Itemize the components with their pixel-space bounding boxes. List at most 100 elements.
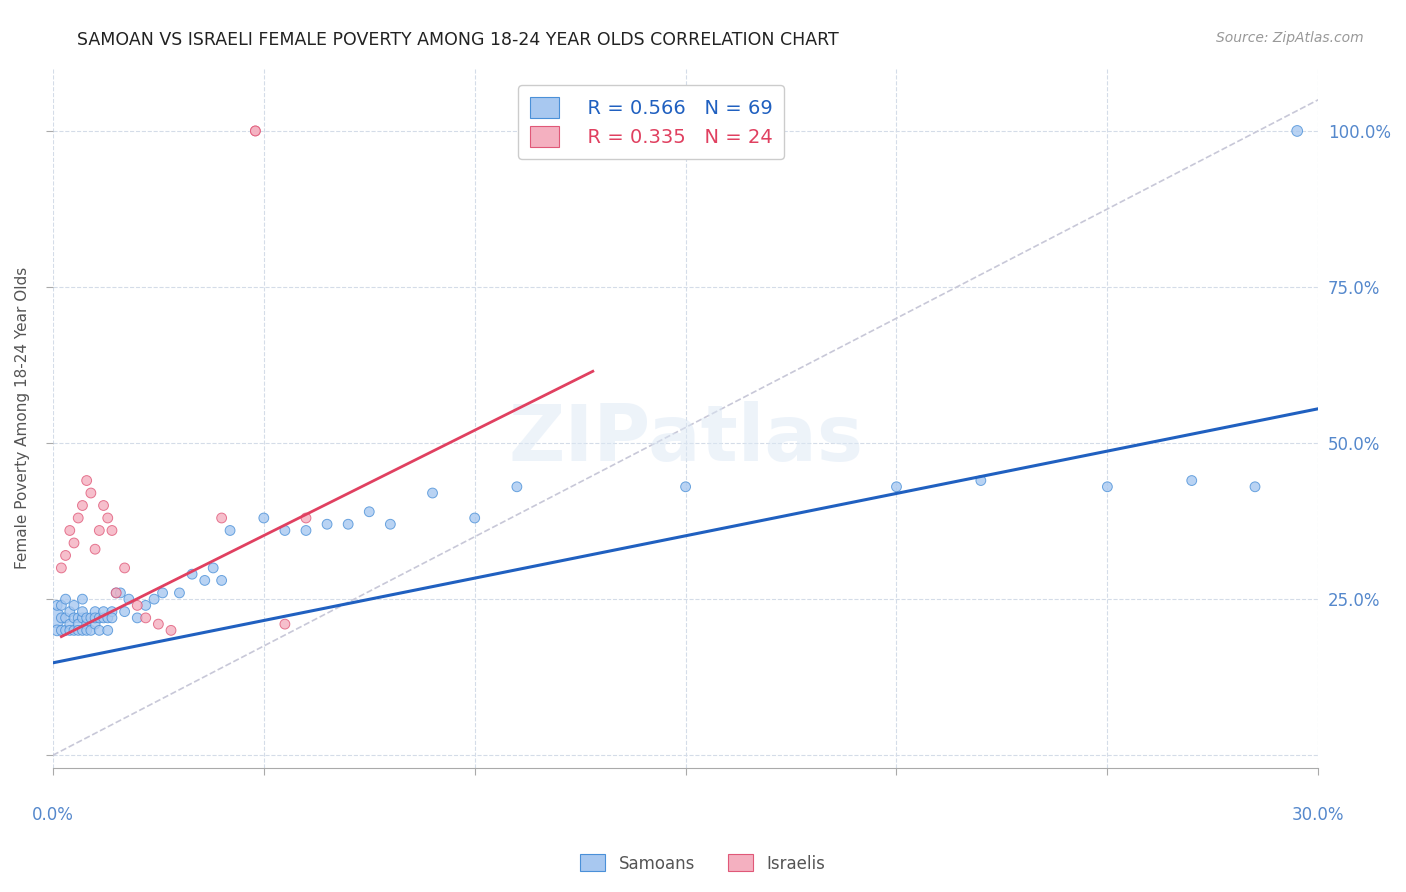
- Point: [675, 480, 697, 494]
- Point: [76, 611, 98, 625]
- Point: [93, 605, 115, 619]
- Point: [114, 605, 136, 619]
- Text: Source: ZipAtlas.com: Source: ZipAtlas.com: [1216, 31, 1364, 45]
- Point: [1244, 480, 1267, 494]
- Point: [169, 586, 191, 600]
- Point: [506, 480, 529, 494]
- Point: [59, 524, 82, 538]
- Point: [51, 561, 73, 575]
- Point: [274, 524, 297, 538]
- Point: [63, 624, 86, 638]
- Point: [211, 574, 233, 588]
- Point: [380, 517, 402, 532]
- Point: [72, 624, 94, 638]
- Point: [97, 624, 120, 638]
- Point: [114, 561, 136, 575]
- Text: 30.0%: 30.0%: [1292, 806, 1344, 824]
- Point: [63, 536, 86, 550]
- Point: [93, 611, 115, 625]
- Point: [359, 505, 381, 519]
- Point: [84, 542, 107, 557]
- Text: 0.0%: 0.0%: [32, 806, 75, 824]
- Point: [44, 611, 66, 625]
- Point: [295, 524, 318, 538]
- Point: [181, 567, 204, 582]
- Point: [135, 599, 157, 613]
- Point: [59, 624, 82, 638]
- Point: [89, 624, 111, 638]
- Point: [67, 611, 90, 625]
- Legend:   R = 0.566   N = 69,   R = 0.335   N = 24: R = 0.566 N = 69, R = 0.335 N = 24: [519, 86, 785, 159]
- Point: [80, 486, 103, 500]
- Point: [970, 474, 993, 488]
- Point: [89, 524, 111, 538]
- Point: [1181, 474, 1204, 488]
- Point: [245, 124, 267, 138]
- Point: [194, 574, 217, 588]
- Point: [105, 586, 128, 600]
- Point: [253, 511, 276, 525]
- Point: [105, 586, 128, 600]
- Point: [245, 124, 267, 138]
- Point: [316, 517, 339, 532]
- Point: [72, 499, 94, 513]
- Point: [143, 592, 166, 607]
- Point: [46, 624, 69, 638]
- Point: [84, 611, 107, 625]
- Point: [46, 599, 69, 613]
- Point: [55, 624, 77, 638]
- Point: [72, 592, 94, 607]
- Point: [337, 517, 360, 532]
- Point: [886, 480, 908, 494]
- Point: [101, 524, 124, 538]
- Point: [152, 586, 174, 600]
- Point: [101, 605, 124, 619]
- Point: [93, 499, 115, 513]
- Point: [63, 599, 86, 613]
- Legend: Samoans, Israelis: Samoans, Israelis: [574, 847, 832, 880]
- Point: [72, 611, 94, 625]
- Point: [211, 511, 233, 525]
- Point: [55, 592, 77, 607]
- Point: [464, 511, 486, 525]
- Y-axis label: Female Poverty Among 18-24 Year Olds: Female Poverty Among 18-24 Year Olds: [15, 267, 30, 569]
- Point: [274, 617, 297, 632]
- Point: [1286, 124, 1309, 138]
- Point: [76, 474, 98, 488]
- Point: [295, 511, 318, 525]
- Text: ZIPatlas: ZIPatlas: [508, 401, 863, 477]
- Point: [127, 599, 149, 613]
- Point: [55, 611, 77, 625]
- Point: [76, 617, 98, 632]
- Point: [67, 624, 90, 638]
- Point: [59, 617, 82, 632]
- Point: [97, 511, 120, 525]
- Point: [80, 611, 103, 625]
- Point: [67, 617, 90, 632]
- Point: [51, 624, 73, 638]
- Point: [51, 599, 73, 613]
- Point: [80, 624, 103, 638]
- Point: [72, 605, 94, 619]
- Point: [84, 617, 107, 632]
- Point: [127, 611, 149, 625]
- Point: [76, 624, 98, 638]
- Point: [84, 605, 107, 619]
- Point: [422, 486, 444, 500]
- Point: [118, 592, 141, 607]
- Point: [51, 611, 73, 625]
- Point: [97, 611, 120, 625]
- Point: [63, 611, 86, 625]
- Point: [219, 524, 242, 538]
- Point: [110, 586, 132, 600]
- Point: [202, 561, 225, 575]
- Point: [59, 605, 82, 619]
- Point: [135, 611, 157, 625]
- Point: [55, 549, 77, 563]
- Point: [160, 624, 183, 638]
- Point: [148, 617, 170, 632]
- Point: [67, 511, 90, 525]
- Point: [101, 611, 124, 625]
- Point: [1097, 480, 1119, 494]
- Text: SAMOAN VS ISRAELI FEMALE POVERTY AMONG 18-24 YEAR OLDS CORRELATION CHART: SAMOAN VS ISRAELI FEMALE POVERTY AMONG 1…: [77, 31, 839, 49]
